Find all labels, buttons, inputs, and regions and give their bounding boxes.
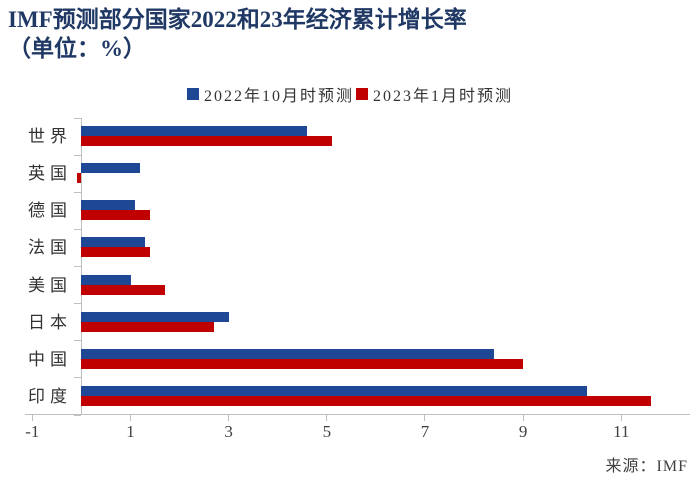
x-tick-label: -1	[25, 422, 40, 441]
category-axis-tick	[74, 154, 82, 156]
category-label: 法国	[28, 238, 72, 258]
chart-title-line2: （单位：%）	[8, 36, 146, 61]
x-axis-tick	[620, 415, 622, 421]
category-label: 印度	[28, 386, 72, 406]
category-label: 德国	[28, 201, 72, 221]
category-label: 英国	[28, 164, 72, 184]
x-axis-tick	[424, 415, 426, 421]
legend-item: 2023年1月时预测	[356, 82, 513, 106]
category-axis-tick	[74, 303, 82, 305]
x-axis-tick	[228, 415, 230, 421]
chart-title: IMF预测部分国家2022和23年经济累计增长率 （单位：%）	[8, 5, 467, 63]
bar-oct2022-forecast	[81, 385, 587, 396]
bar-jan2023-forecast	[81, 210, 151, 221]
x-axis-line	[25, 414, 690, 415]
x-tick-label: 9	[518, 422, 528, 441]
legend: 2022年10月时预测 2023年1月时预测	[0, 82, 700, 106]
source-label: 来源：IMF	[605, 458, 688, 475]
x-tick-label: 3	[224, 422, 233, 441]
category-axis-tick	[74, 377, 82, 379]
bar-jan2023-forecast	[76, 173, 82, 184]
chart-title-line1: IMF预测部分国家2022和23年经济累计增长率	[8, 7, 467, 32]
x-axis-tick	[326, 415, 328, 421]
x-tick-label: 5	[322, 422, 332, 441]
bar-oct2022-forecast	[81, 237, 146, 248]
category-label: 中国	[28, 349, 72, 369]
legend-label: 2023年1月时预测	[373, 88, 514, 105]
bar-oct2022-forecast	[81, 274, 131, 285]
bar-jan2023-forecast	[81, 395, 651, 406]
category-axis-tick	[74, 340, 82, 342]
legend-label: 2022年10月时预测	[203, 88, 354, 105]
category-axis-tick	[74, 191, 82, 193]
bar-jan2023-forecast	[81, 136, 332, 146]
legend-item: 2022年10月时预测	[186, 82, 354, 106]
category-axis-tick	[74, 117, 82, 119]
x-axis-tick	[522, 415, 524, 421]
x-tick-label: 1	[126, 422, 135, 441]
x-axis-tick	[130, 415, 132, 421]
bar-oct2022-forecast	[81, 311, 229, 322]
x-tick-label: 11	[613, 422, 630, 441]
x-tick-label: 7	[420, 422, 430, 441]
category-label: 世界	[28, 127, 72, 146]
bar-oct2022-forecast	[81, 200, 136, 211]
bar-jan2023-forecast	[81, 358, 524, 369]
category-label: 日本	[28, 312, 72, 332]
plot-area: -1 1 3 5 7 9 11	[25, 117, 690, 441]
category-labels: 世界英国德国法国美国日本中国印度	[0, 118, 76, 415]
category-axis-tick	[74, 228, 82, 230]
category-axis-tick	[74, 414, 82, 416]
bar-jan2023-forecast	[81, 284, 165, 295]
legend-swatch-icon	[186, 88, 199, 100]
y-axis-line	[80, 118, 82, 415]
bar-oct2022-forecast	[81, 348, 494, 359]
x-axis-tick	[31, 415, 33, 421]
legend-swatch-icon	[356, 88, 368, 100]
category-axis-tick	[74, 266, 82, 267]
bar-oct2022-forecast	[81, 126, 308, 136]
bar-oct2022-forecast	[81, 163, 141, 174]
category-label: 美国	[28, 275, 72, 295]
bar-jan2023-forecast	[81, 247, 151, 258]
bar-jan2023-forecast	[81, 321, 214, 332]
